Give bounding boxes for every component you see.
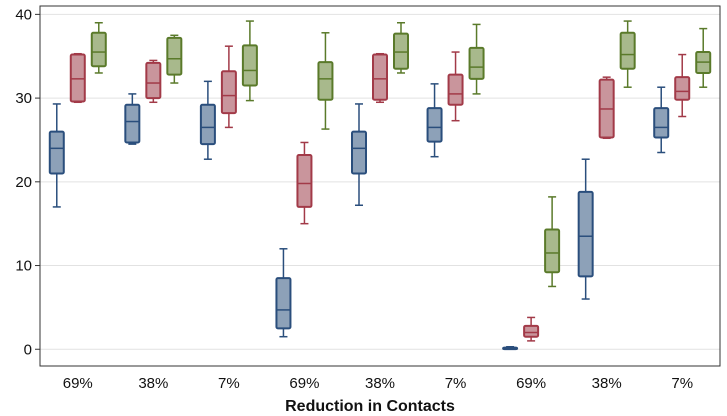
box-red — [372, 52, 388, 104]
box-red — [69, 52, 86, 104]
iqr-box — [317, 61, 334, 101]
iqr-box — [296, 154, 313, 208]
iqr-box — [372, 53, 388, 101]
y-tick-label: 20 — [15, 174, 32, 191]
box-red — [523, 316, 540, 342]
iqr-box — [523, 324, 540, 338]
box-blue — [577, 158, 594, 300]
x-tick-label: 7% — [671, 375, 693, 392]
iqr-box — [351, 130, 367, 175]
x-axis-title: Reduction in Contacts — [285, 398, 455, 415]
iqr-box — [544, 228, 561, 274]
iqr-box — [145, 61, 162, 100]
iqr-box — [468, 46, 485, 80]
iqr-box — [619, 31, 636, 70]
iqr-box — [199, 103, 216, 146]
box-green — [468, 23, 485, 95]
iqr-box — [653, 107, 670, 139]
x-tick-label: 38% — [138, 375, 168, 392]
box-green — [317, 32, 334, 130]
iqr-box — [69, 53, 86, 103]
box-red — [145, 59, 162, 104]
iqr-box — [124, 103, 141, 144]
iqr-box — [674, 76, 691, 101]
box-blue — [426, 83, 443, 158]
iqr-box — [90, 31, 107, 68]
x-tick-label: 7% — [445, 375, 467, 392]
box-blue — [199, 80, 216, 160]
iqr-box — [275, 277, 292, 330]
box-red — [296, 141, 313, 225]
y-tick-label: 30 — [15, 90, 32, 107]
box-green — [695, 27, 712, 88]
iqr-box — [241, 44, 258, 87]
box-blue — [653, 86, 670, 154]
iqr-box — [48, 130, 65, 175]
box-blue — [275, 248, 292, 338]
plot-frame — [39, 5, 721, 367]
box-red — [598, 76, 615, 140]
x-axis-ticks: 69% 38% 7% 69% 38% 7% 69% 38% 7% — [63, 375, 693, 392]
x-tick-label: 69% — [516, 375, 546, 392]
iqr-box — [447, 73, 464, 106]
box-green — [619, 20, 636, 88]
y-tick-label: 0 — [24, 341, 32, 358]
box-green — [90, 21, 107, 74]
y-tick-label: 40 — [15, 6, 32, 23]
x-tick-label: 7% — [218, 375, 240, 392]
box-blue — [124, 93, 141, 145]
box-red — [674, 53, 691, 118]
box-plots — [48, 20, 712, 351]
box-green — [241, 20, 258, 102]
x-tick-label: 38% — [592, 375, 622, 392]
box-red — [447, 51, 464, 122]
box-green — [544, 196, 561, 288]
y-axis-ticks: 0 10 20 30 40 — [15, 6, 40, 358]
box-blue — [48, 103, 65, 208]
box-green — [393, 21, 409, 74]
box-blue — [351, 103, 367, 207]
box-green — [166, 34, 183, 84]
x-tick-label: 69% — [289, 375, 319, 392]
y-tick-label: 10 — [15, 258, 32, 275]
x-tick-label: 38% — [365, 375, 395, 392]
iqr-box — [577, 190, 594, 278]
iqr-box — [220, 70, 237, 115]
box-red — [220, 45, 237, 129]
box-blue — [502, 345, 519, 351]
iqr-box — [393, 32, 409, 70]
iqr-box — [166, 36, 183, 76]
iqr-box — [426, 107, 443, 143]
x-tick-label: 69% — [63, 375, 93, 392]
